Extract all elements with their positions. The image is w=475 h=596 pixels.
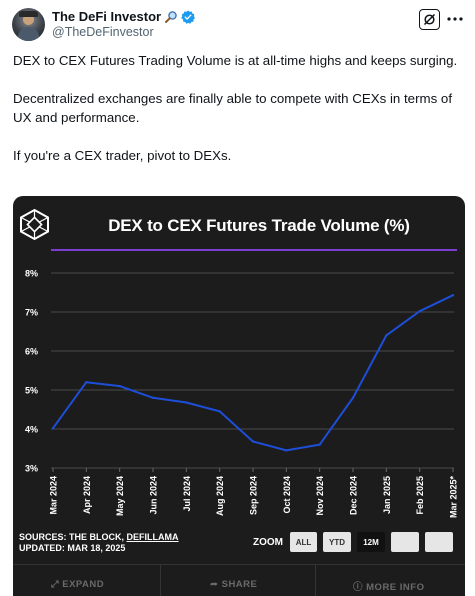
y-tick-label: 8%	[25, 269, 38, 279]
data-point	[318, 443, 321, 446]
info-icon: ⓘ	[353, 582, 367, 593]
x-tick-label: Apr 2024	[82, 476, 92, 514]
chart-sources: SOURCES: THE BLOCK, DEFILLAMA UPDATED: M…	[19, 532, 179, 554]
zoom-custom-button[interactable]	[391, 532, 419, 552]
y-tick-label: 4%	[25, 425, 38, 435]
x-tick-label: Jun 2024	[149, 476, 159, 515]
grok-button[interactable]	[419, 9, 440, 30]
x-tick-label: Nov 2024	[315, 476, 325, 516]
data-point	[51, 427, 55, 430]
sources-link[interactable]: DEFILLAMA	[126, 532, 179, 542]
data-point	[351, 396, 355, 399]
data-point	[251, 440, 255, 443]
title-divider	[51, 249, 457, 251]
zoom-ytd-button[interactable]: YTD	[323, 532, 351, 552]
more-options-button[interactable]	[446, 11, 464, 27]
share-label: SHARE	[221, 579, 258, 590]
data-point	[85, 381, 88, 384]
share-button[interactable]: ➦ SHARE	[210, 579, 257, 590]
expand-icon: ⤢	[51, 579, 63, 590]
grok-icon	[423, 13, 436, 26]
data-point	[451, 294, 455, 297]
tweet-header: The DeFi Investor @TheDeFinvestor	[12, 7, 467, 43]
share-icon: ➦	[210, 579, 222, 590]
x-tick-label: Oct 2024	[282, 476, 292, 514]
the-block-logo-icon	[20, 208, 49, 241]
y-tick-label: 5%	[25, 386, 38, 396]
y-tick-label: 6%	[25, 347, 38, 357]
x-tick-label: May 2024	[115, 476, 125, 516]
y-tick-label: 3%	[25, 464, 38, 474]
x-tick-label: Jul 2024	[182, 476, 192, 512]
more-dots-icon	[447, 17, 463, 21]
data-point	[118, 384, 121, 388]
magnifying-glass-icon	[165, 10, 177, 23]
avatar[interactable]	[12, 8, 45, 41]
chart-title: DEX to CEX Futures Trade Volume (%)	[108, 216, 410, 235]
x-tick-label: Sep 2024	[249, 476, 259, 515]
tweet-text: DEX to CEX Futures Trading Volume is at …	[13, 51, 458, 184]
tweet-paragraph: Decentralized exchanges are finally able…	[13, 91, 453, 125]
data-point	[151, 396, 155, 399]
sources-label: SOURCES: THE BLOCK,	[19, 532, 125, 542]
x-tick-label: Feb 2025	[415, 476, 425, 515]
zoom-label: ZOOM	[253, 537, 283, 548]
expand-label: EXPAND	[62, 579, 105, 590]
y-tick-label: 7%	[25, 308, 38, 318]
zoom-custom-button-2[interactable]	[425, 532, 453, 552]
x-tick-label: Dec 2024	[349, 476, 359, 515]
verified-badge-icon	[181, 10, 196, 24]
data-point	[218, 410, 221, 413]
updated-label: UPDATED: MAR 18, 2025	[19, 543, 126, 553]
series-line	[52, 294, 454, 452]
tweet-paragraph: If you're a CEX trader, pivot to DEXs.	[13, 148, 232, 163]
line-chart[interactable]: 8% 7% 6% 5% 4% 3% Mar 2024 Apr 2024 May 2024 Jun …	[13, 196, 465, 564]
expand-button[interactable]: ⤢ EXPAND	[51, 579, 104, 590]
data-point	[385, 334, 388, 337]
x-tick-label: Mar 2025*	[449, 476, 459, 519]
chart-embed[interactable]: DEX to CEX Futures Trade Volume (%) 8% 7%…	[13, 196, 465, 596]
zoom-12m-button[interactable]: 12M	[357, 532, 385, 552]
tweet-paragraph: DEX to CEX Futures Trading Volume is at …	[13, 53, 458, 68]
author-handle[interactable]: @TheDeFinvestor	[52, 25, 154, 39]
data-point	[418, 310, 421, 313]
chart-action-bar: ⤢ EXPAND ➦ SHARE ⓘ MORE INFO	[13, 564, 465, 596]
x-tick-label: Jan 2025	[382, 476, 392, 514]
x-tick-label: Aug 2024	[215, 476, 225, 516]
more-info-button[interactable]: ⓘ MORE INFO	[353, 579, 424, 593]
x-tick-label: Mar 2024	[49, 476, 59, 515]
more-info-label: MORE INFO	[366, 582, 425, 593]
display-name[interactable]: The DeFi Investor	[52, 9, 162, 24]
author-name-row[interactable]: The DeFi Investor	[52, 8, 196, 25]
data-point	[185, 401, 188, 404]
data-point	[285, 449, 288, 452]
zoom-all-button[interactable]: ALL	[290, 532, 317, 552]
